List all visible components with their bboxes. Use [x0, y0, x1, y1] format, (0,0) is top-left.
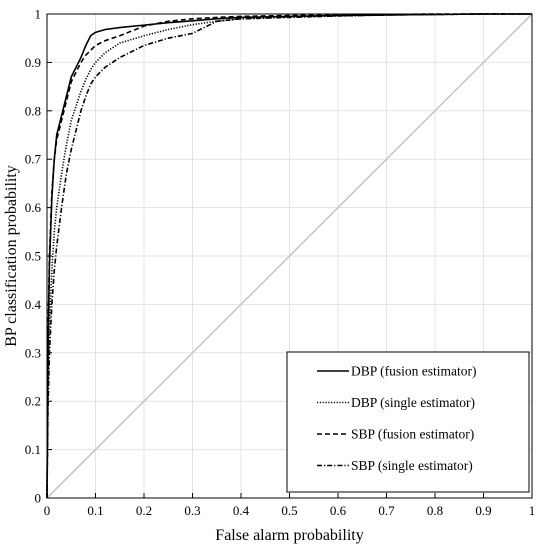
y-tick-label: 1 [35, 7, 42, 22]
series-lines [46, 13, 533, 499]
x-axis-label: False alarm probability [215, 527, 363, 544]
x-tick-label: 0.4 [233, 503, 250, 518]
legend: DBP (fusion estimator) DBP (single estima… [286, 351, 530, 493]
x-tick-label: 0.7 [378, 503, 395, 518]
reference-diagonal-line [46, 13, 533, 499]
legend-entry-label: SBP (fusion estimator) [351, 427, 474, 442]
legend-entry-label: DBP (fusion estimator) [351, 364, 477, 379]
y-tick-label: 0.1 [25, 442, 41, 457]
x-tick-label: 1 [529, 503, 536, 518]
x-tick-label: 0.9 [475, 503, 491, 518]
y-tick-label: 0 [35, 491, 42, 506]
legend-entry-label: DBP (single estimator) [351, 395, 475, 410]
x-tick-label: 0.1 [87, 503, 103, 518]
y-tick-label: 0.7 [25, 152, 42, 167]
x-tick-label: 0.6 [330, 503, 347, 518]
y-tick-label: 0.9 [25, 55, 41, 70]
axis-ticks: 0 0.1 0.2 0.3 0.4 0.5 0.6 0.7 0.8 0.9 1 0 0.1 0.2 0.3 0… [25, 7, 536, 519]
y-tick-label: 0.5 [25, 249, 41, 264]
series-line-2 [46, 13, 532, 499]
x-tick-label: 0.8 [427, 503, 443, 518]
y-tick-label: 0.8 [25, 103, 41, 118]
x-tick-label: 0.3 [184, 503, 200, 518]
y-tick-label: 0.6 [25, 200, 42, 215]
x-tick-label: 0 [44, 503, 51, 518]
y-tick-label: 0.3 [25, 345, 41, 360]
legend-entry-label: SBP (single estimator) [351, 458, 473, 473]
y-tick-label: 0.4 [25, 297, 42, 312]
y-tick-label: 0.2 [25, 394, 41, 409]
x-tick-label: 0.5 [281, 503, 297, 518]
legend-box [286, 351, 530, 493]
x-tick-label: 0.2 [136, 503, 152, 518]
y-axis-label: BP classification probability [3, 165, 20, 347]
